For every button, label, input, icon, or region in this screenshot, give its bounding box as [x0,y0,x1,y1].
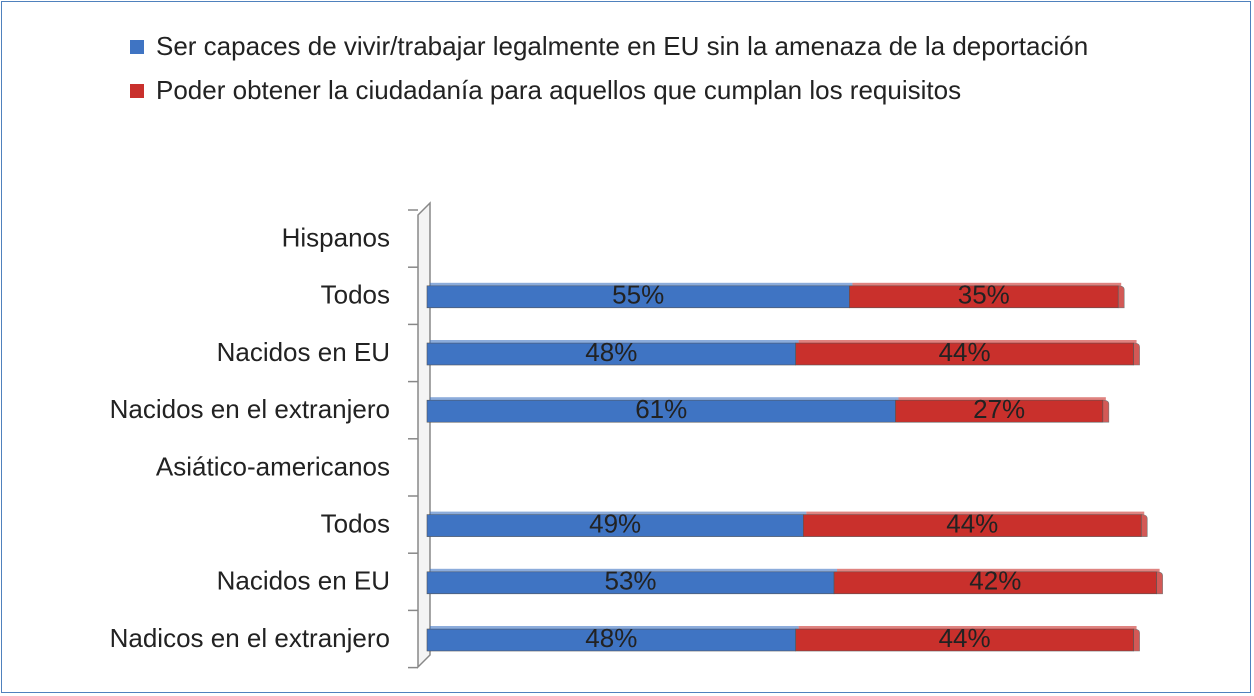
bar-top-face [430,282,853,286]
data-label: 48% [585,337,637,367]
bar-end-cap [1133,628,1140,652]
bar-top-face [798,340,1137,343]
data-label: 53% [604,566,656,596]
bar-end-cap [1140,514,1148,537]
legend-swatch [130,84,144,98]
bar-top-face [430,397,899,401]
data-label: 44% [939,337,991,367]
bar-end-cap [1117,285,1125,309]
bar-top-face [430,511,807,515]
data-label: 42% [969,566,1021,596]
data-label: 44% [939,623,991,653]
data-label: 55% [612,280,664,310]
data-label: 61% [635,394,687,424]
category-label: Asiático-americanos [156,451,390,481]
legend-swatch [130,40,144,54]
bar-top-face [837,568,1160,572]
legend-label: Poder obtener la ciudadanía para aquello… [156,75,962,105]
bar-top-face [430,626,799,629]
category-label: Todos [321,508,390,538]
bar-top-face [430,340,799,343]
legend-label: Ser capaces de vivir/trabajar legalmente… [156,31,1089,61]
bar-end-cap [1102,399,1110,423]
bar-top-face [852,282,1122,286]
bar-top-face [430,568,838,572]
category-label: Todos [321,280,390,310]
bar-top-face [806,511,1145,515]
data-label: 48% [585,623,637,653]
data-label: 35% [958,280,1010,310]
legend-entry: Poder obtener la ciudadanía para aquello… [130,72,1140,108]
category-label: Hispanos [282,222,390,252]
bar-top-face [798,626,1137,629]
legend-entry: Ser capaces de vivir/trabajar legalmente… [130,28,1140,64]
axis-wall [417,201,431,669]
legend: Ser capaces de vivir/trabajar legalmente… [130,28,1140,116]
category-label: Nacidos en EU [217,566,390,596]
category-label: Nacidos en EU [217,337,390,367]
data-label: 44% [946,508,998,538]
data-label: 49% [589,508,641,538]
bar-top-face [898,397,1106,401]
data-label: 27% [973,394,1025,424]
category-label: Nadicos en el extranjero [110,623,390,653]
bar-end-cap [1156,571,1163,595]
category-label: Nacidos en el extranjero [110,394,390,424]
bar-end-cap [1133,342,1140,366]
